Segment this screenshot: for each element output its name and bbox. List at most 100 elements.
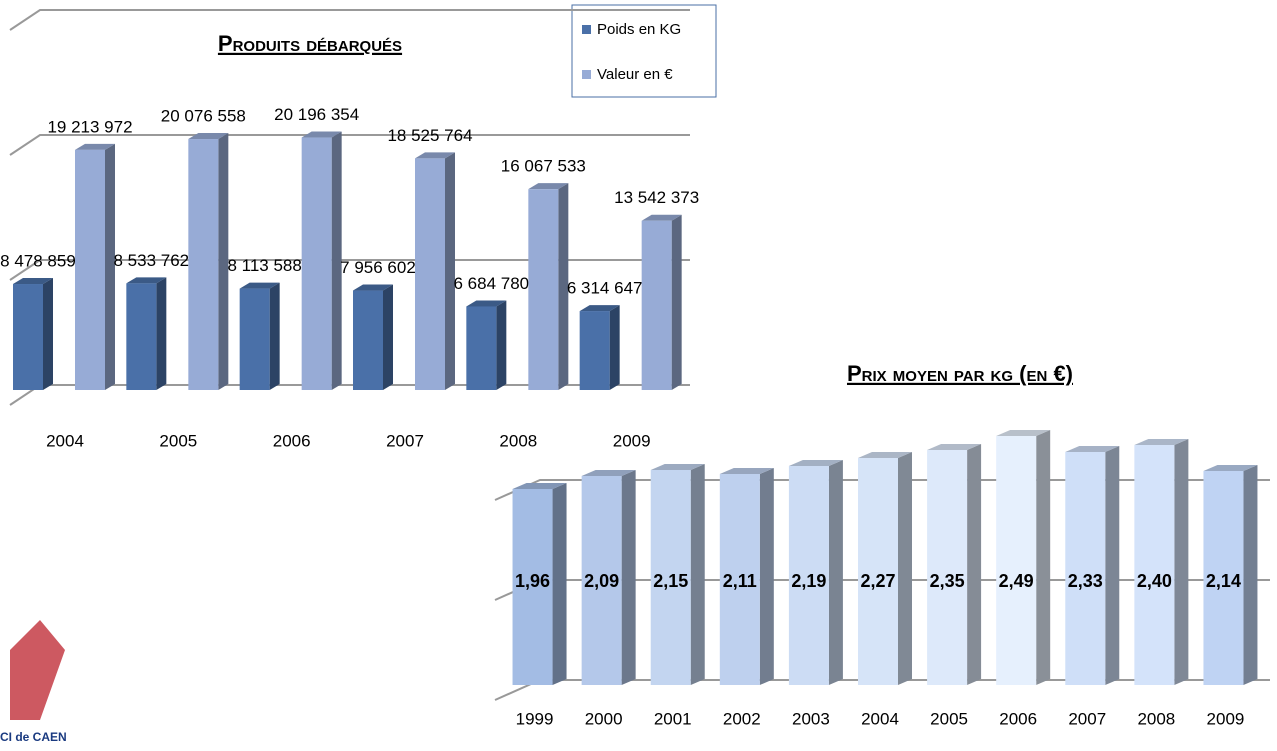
- grid-line: [9, 134, 690, 156]
- bar-top: [512, 483, 567, 489]
- bar-side: [1174, 439, 1189, 685]
- bar-side: [331, 131, 342, 390]
- x-tick-label: 2006: [999, 709, 1037, 728]
- x-tick-label: 2000: [585, 709, 623, 728]
- bar-side: [496, 300, 507, 390]
- bar-top: [75, 143, 115, 150]
- bar-side: [621, 470, 636, 685]
- legend-swatch: [582, 70, 591, 79]
- bar: [579, 311, 610, 390]
- bar-top: [353, 284, 393, 291]
- value-label: 2,40: [1137, 571, 1172, 591]
- value-label: 8 533 762: [114, 251, 190, 270]
- value-label: 2,49: [999, 571, 1034, 591]
- bar-top: [239, 282, 280, 289]
- value-label: 2,19: [791, 571, 826, 591]
- grid-line: [9, 9, 690, 31]
- value-label: 13 542 373: [614, 188, 699, 207]
- bar-side: [1243, 465, 1258, 685]
- value-label: 7 956 602: [340, 258, 416, 277]
- bar: [788, 466, 829, 685]
- bar: [927, 450, 968, 685]
- bar: [719, 474, 760, 685]
- bar: [415, 158, 445, 390]
- logo-text: CI de CAEN: [0, 730, 67, 744]
- bar-top: [579, 305, 620, 312]
- bar: [353, 290, 383, 390]
- value-label: 2,27: [860, 571, 895, 591]
- bar: [126, 283, 157, 390]
- bar: [301, 137, 332, 390]
- x-tick-label: 2008: [499, 431, 537, 450]
- chart-title: Produits débarqués: [218, 31, 402, 56]
- bar-top: [126, 277, 167, 284]
- bar-side: [1105, 446, 1120, 685]
- bar-side: [383, 284, 393, 390]
- bar: [512, 489, 553, 685]
- bar-top: [641, 214, 682, 221]
- x-tick-label: 2009: [1207, 709, 1245, 728]
- bar: [650, 470, 691, 685]
- x-tick-label: 2005: [930, 709, 968, 728]
- x-tick-label: 2004: [46, 431, 84, 450]
- value-label: 16 067 533: [501, 157, 586, 176]
- value-label: 20 076 558: [161, 107, 246, 126]
- x-tick-label: 2004: [861, 709, 899, 728]
- bar: [13, 284, 43, 390]
- bar-top: [13, 278, 53, 285]
- legend-label: Poids en KG: [597, 21, 681, 38]
- x-tick-label: 2002: [723, 709, 761, 728]
- bar-top: [650, 464, 705, 470]
- bar-side: [609, 305, 620, 390]
- bar-side: [445, 152, 455, 390]
- x-tick-label: 2008: [1137, 709, 1175, 728]
- value-label: 20 196 354: [274, 105, 359, 124]
- legend-label: Valeur en €: [597, 66, 673, 83]
- bar: [528, 189, 559, 390]
- bar: [1203, 471, 1244, 685]
- value-label: 2,15: [653, 571, 688, 591]
- bar: [466, 306, 497, 390]
- x-tick-label: 2006: [273, 431, 311, 450]
- bar-top: [188, 133, 229, 140]
- value-label: 1,96: [515, 571, 550, 591]
- bar-top: [301, 131, 342, 138]
- bar: [581, 476, 622, 685]
- bar-top: [1134, 439, 1189, 445]
- bar-side: [105, 143, 115, 390]
- bar: [1134, 445, 1175, 685]
- x-tick-label: 2007: [386, 431, 424, 450]
- bar-side: [269, 282, 280, 390]
- bar: [75, 149, 105, 390]
- bar-side: [690, 464, 705, 685]
- bar: [858, 458, 898, 685]
- value-label: 2,35: [930, 571, 965, 591]
- value-label: 2,11: [723, 571, 757, 591]
- bar-side: [558, 183, 569, 390]
- bar-side: [218, 133, 229, 390]
- bar-side: [759, 468, 774, 685]
- x-tick-label: 2005: [159, 431, 197, 450]
- grid-line: [9, 259, 690, 281]
- bar-top: [528, 183, 569, 190]
- bar-top: [858, 452, 912, 458]
- bar-top: [788, 460, 843, 466]
- bar-side: [552, 483, 567, 685]
- value-label: 8 478 859: [0, 251, 76, 270]
- bar: [239, 288, 270, 390]
- bar-side: [671, 214, 682, 390]
- bar-side: [828, 460, 843, 685]
- bar: [996, 436, 1037, 685]
- x-tick-label: 2003: [792, 709, 830, 728]
- bar: [641, 220, 672, 390]
- chart-title: Prix moyen par kg (en €): [847, 361, 1073, 386]
- value-label: 6 684 780: [454, 274, 530, 293]
- value-label: 2,14: [1206, 571, 1241, 591]
- value-label: 8 113 588: [227, 256, 301, 275]
- x-tick-label: 2009: [613, 431, 651, 450]
- value-label: 6 314 647: [567, 279, 643, 298]
- bar-top: [996, 430, 1051, 436]
- x-tick-label: 2007: [1068, 709, 1106, 728]
- bar-top: [415, 152, 455, 159]
